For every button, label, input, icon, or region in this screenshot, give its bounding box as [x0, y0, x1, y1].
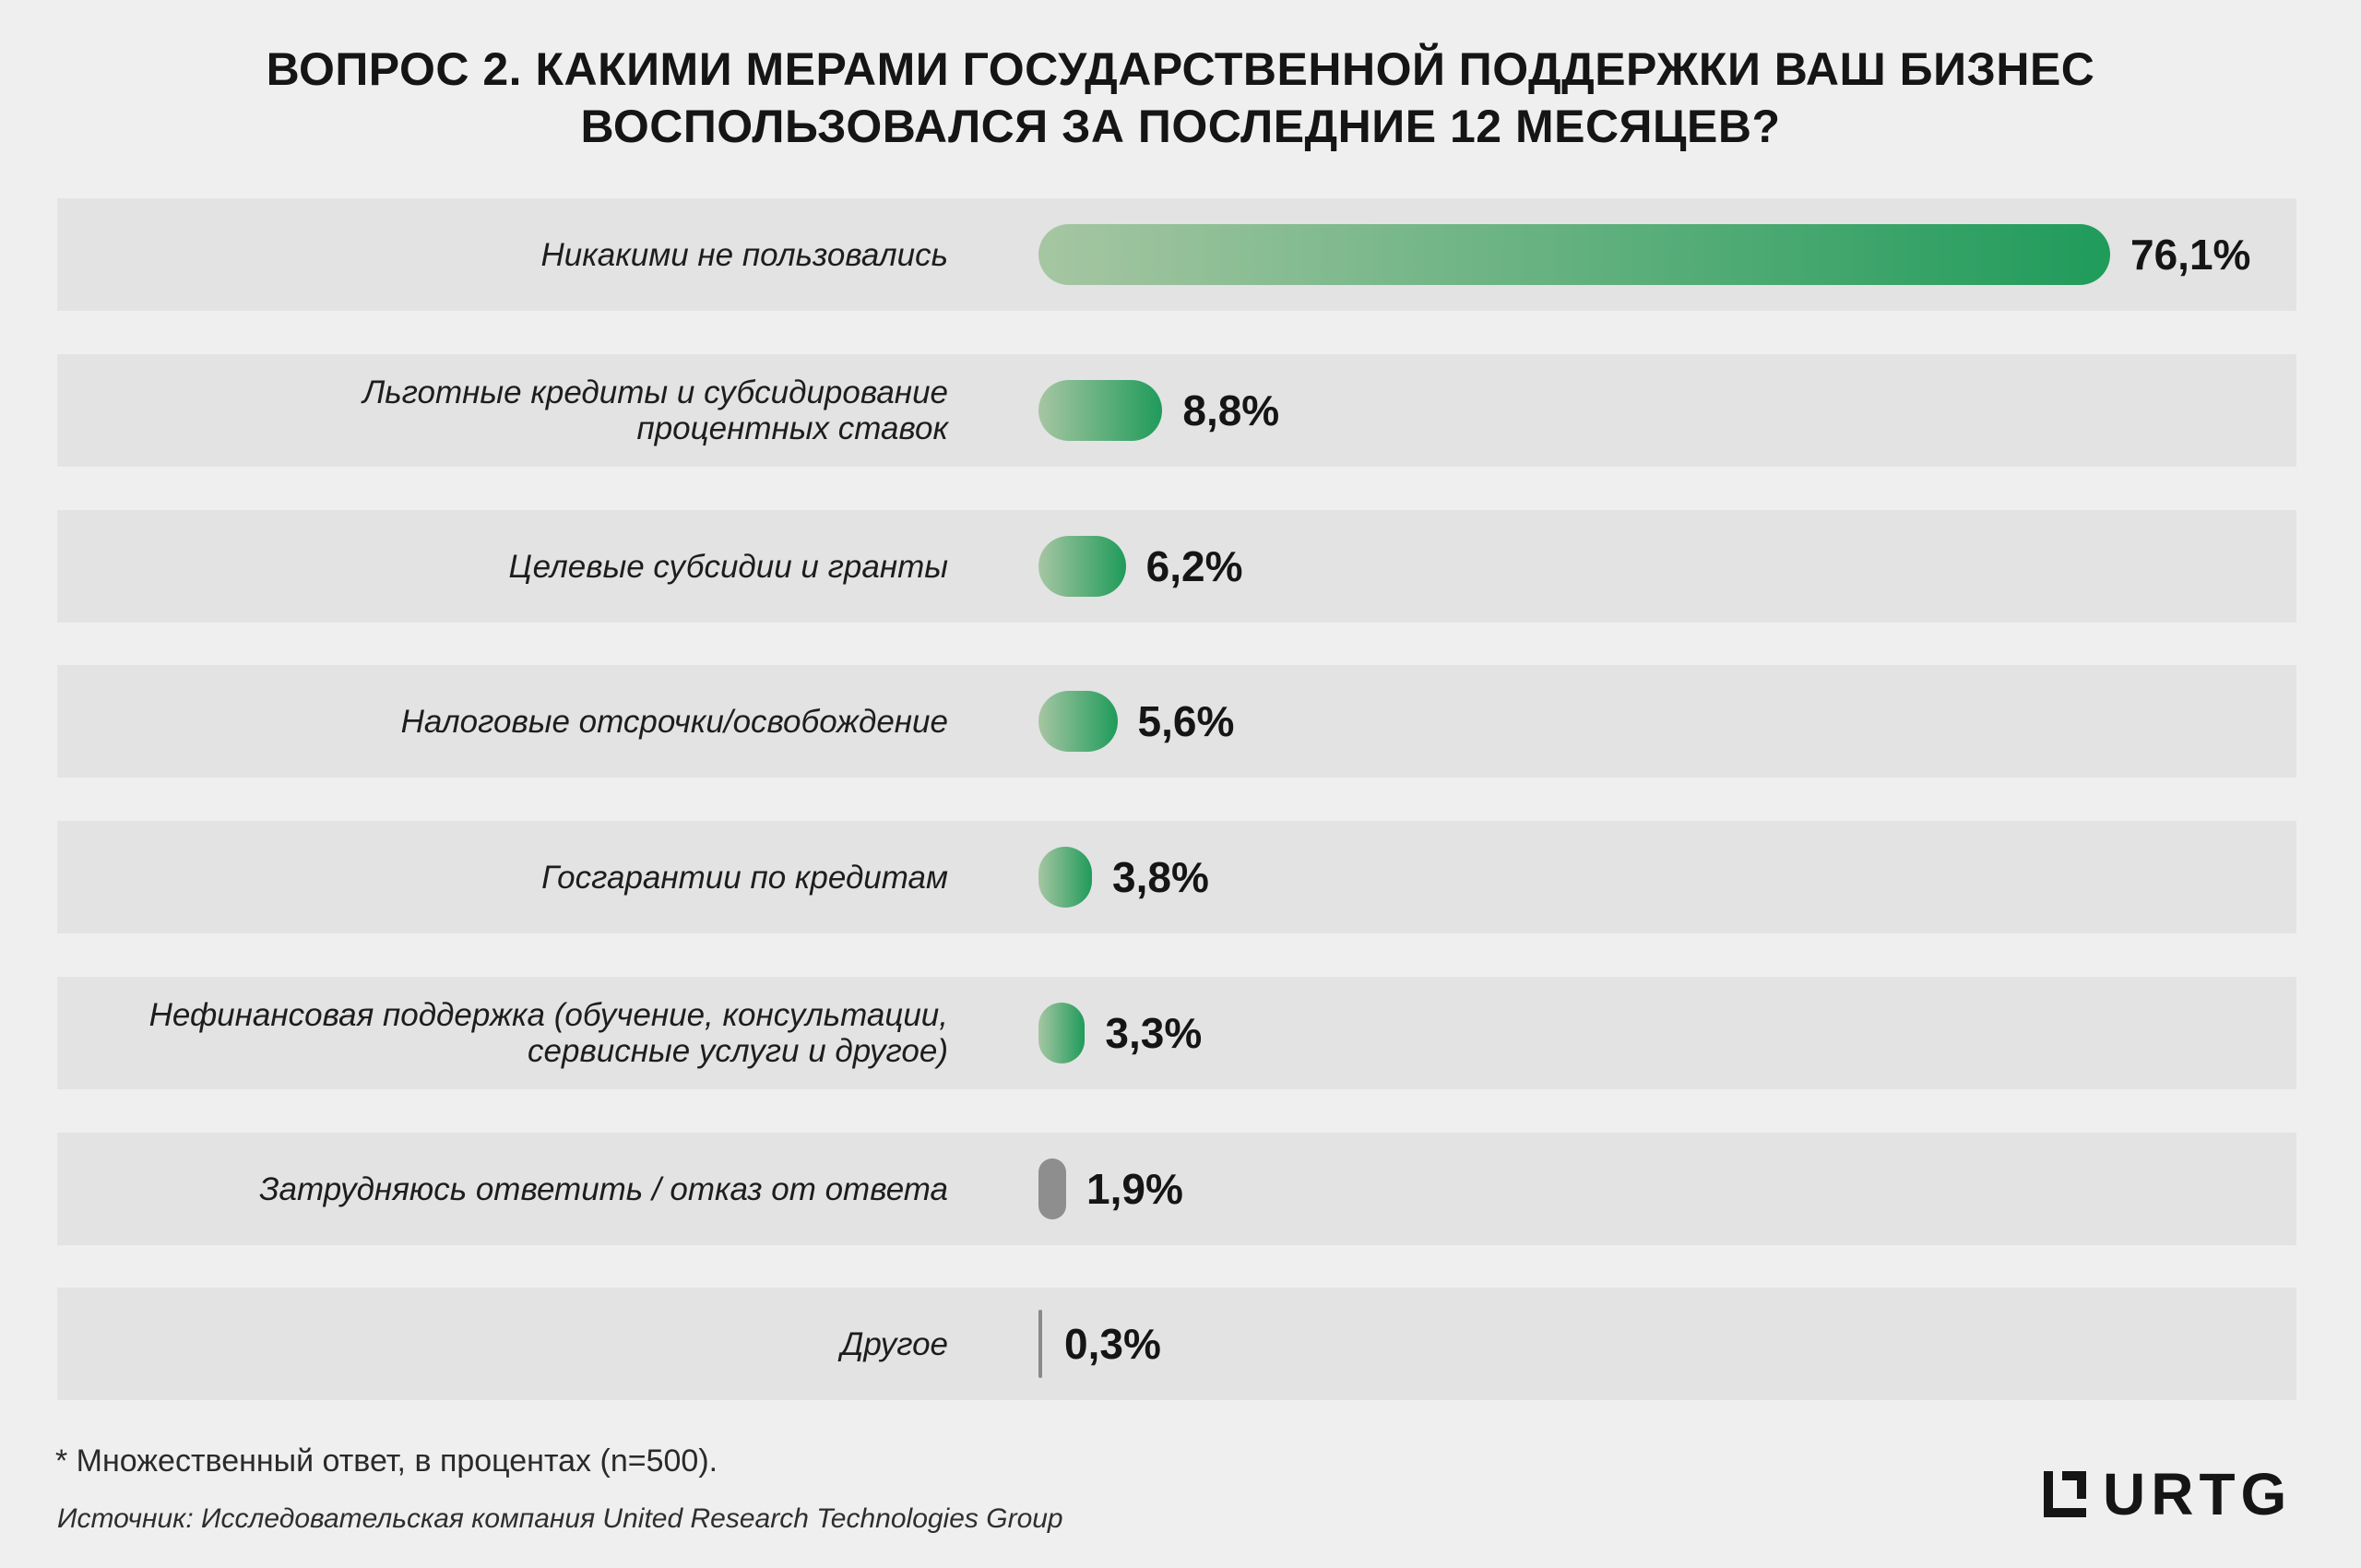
bar-row: Нефинансовая поддержка (обучение, консул…	[57, 977, 2296, 1089]
category-label-line: Затрудняюсь ответить / отказ от ответа	[259, 1170, 948, 1207]
category-label: Льготные кредиты и субсидирование процент…	[26, 354, 948, 467]
category-label: Другое	[26, 1288, 948, 1400]
footnote: * Множественный ответ, в процентах (n=50…	[55, 1443, 718, 1479]
value-label: 5,6%	[1137, 697, 1235, 745]
source-note: Источник: Исследовательская компания Uni…	[57, 1503, 1063, 1534]
title-line: ВОПРОС 2. КАКИМИ МЕРАМИ ГОСУДАРСТВЕННОЙ …	[266, 43, 2095, 95]
bar	[1038, 847, 1093, 908]
bar	[1038, 380, 1163, 441]
bar	[1038, 691, 1118, 752]
bar	[1038, 536, 1126, 597]
value-label: 8,8%	[1182, 386, 1280, 434]
category-label-line: Нефинансовая поддержка (обучение, консул…	[148, 997, 948, 1033]
category-label-line: сервисные услуги и другое)	[528, 1033, 948, 1069]
logo-text: URTG	[2103, 1461, 2293, 1527]
category-label-line: Никакими не пользовались	[540, 236, 948, 273]
category-label-line: процентных ставок	[636, 410, 948, 446]
bar-chart: Никакими не пользовались 76,1% Льготные кр…	[57, 198, 2296, 1400]
category-label: Целевые субсидии и гранты	[26, 510, 948, 623]
category-label: Затрудняюсь ответить / отказ от ответа	[26, 1133, 948, 1245]
chart-title: ВОПРОС 2. КАКИМИ МЕРАМИ ГОСУДАРСТВЕННОЙ …	[0, 41, 2361, 155]
urtg-logo: URTG	[2040, 1461, 2292, 1527]
category-label-line: Льготные кредиты и субсидирование	[362, 374, 948, 410]
category-label: Госгарантии по кредитам	[26, 821, 948, 933]
category-label-line: Госгарантии по кредитам	[541, 859, 948, 896]
value-label: 3,3%	[1105, 1009, 1203, 1057]
bar-row: Другое 0,3%	[57, 1288, 2296, 1400]
urtg-logo-icon	[2044, 1471, 2086, 1517]
category-label-line: Целевые субсидии и гранты	[508, 548, 948, 585]
value-label: 76,1%	[2130, 231, 2251, 279]
value-label: 0,3%	[1064, 1320, 1161, 1368]
bar	[1038, 224, 2110, 285]
title-line: ВОСПОЛЬЗОВАЛСЯ ЗА ПОСЛЕДНИЕ 12 МЕСЯЦЕВ?	[580, 101, 1781, 152]
category-label: Никакими не пользовались	[26, 198, 948, 311]
bar-row: Госгарантии по кредитам 3,8%	[57, 821, 2296, 933]
category-label: Налоговые отсрочки/освобождение	[26, 665, 948, 778]
bar-row: Льготные кредиты и субсидирование процент…	[57, 354, 2296, 467]
value-label: 6,2%	[1145, 542, 1243, 590]
bar	[1038, 1003, 1086, 1063]
bar	[1038, 1310, 1042, 1378]
category-label-line: Другое	[840, 1325, 948, 1362]
bar-row: Затрудняюсь ответить / отказ от ответа 1,…	[57, 1133, 2296, 1245]
value-label: 1,9%	[1086, 1165, 1183, 1213]
bar	[1038, 1158, 1066, 1219]
bar-row: Целевые субсидии и гранты 6,2%	[57, 510, 2296, 623]
category-label: Нефинансовая поддержка (обучение, консул…	[26, 977, 948, 1089]
bar-row: Никакими не пользовались 76,1%	[57, 198, 2296, 311]
bar-row: Налоговые отсрочки/освобождение 5,6%	[57, 665, 2296, 778]
value-label: 3,8%	[1112, 853, 1209, 901]
category-label-line: Налоговые отсрочки/освобождение	[400, 703, 948, 740]
